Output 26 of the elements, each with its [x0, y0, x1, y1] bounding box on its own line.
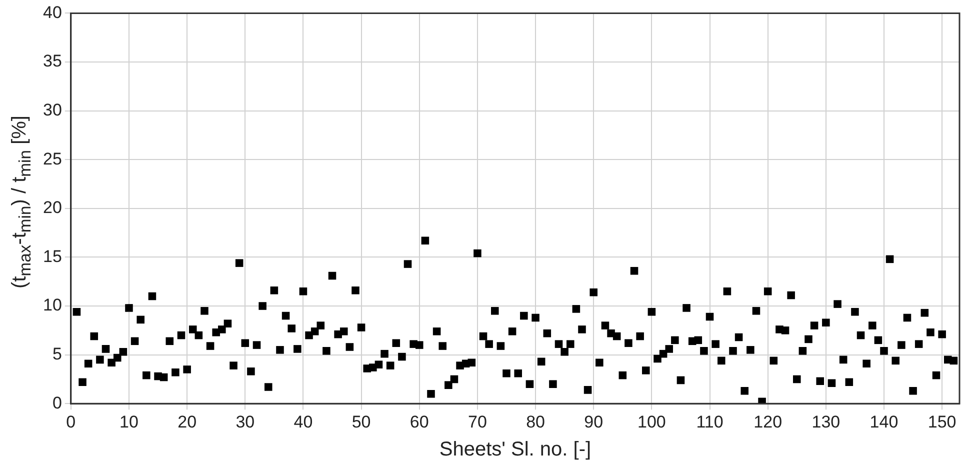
x-tick-label: 20	[178, 412, 197, 432]
x-tick-label: 100	[638, 412, 666, 432]
y-tick-label: 25	[42, 149, 62, 168]
y-tick-label: 20	[42, 198, 62, 218]
x-tick-label: 80	[526, 412, 545, 432]
x-tick-label: 150	[928, 412, 956, 432]
x-tick-label: 120	[754, 412, 782, 432]
y-tick-label: 35	[42, 52, 62, 71]
y-tick-label: 0	[52, 393, 62, 412]
x-tick-label: 40	[294, 412, 313, 432]
x-tick-label: 90	[584, 412, 604, 432]
y-tick-label: 40	[42, 2, 62, 22]
x-tick-label: 50	[352, 412, 371, 432]
y-tick-label: 10	[42, 296, 62, 315]
x-tick-label: 30	[236, 412, 255, 432]
x-tick-label: 130	[812, 412, 840, 432]
x-tick-label: 60	[410, 412, 429, 432]
x-axis-title: Sheets' Sl. no. [-]	[439, 438, 592, 461]
x-tick-label: 10	[120, 412, 138, 432]
y-tick-label: 30	[42, 100, 62, 120]
x-tick-label: 110	[696, 412, 724, 432]
x-tick-label: 140	[870, 412, 898, 432]
y-tick-label: 5	[52, 344, 62, 364]
x-tick-label: 70	[468, 412, 487, 432]
x-tick-label: 0	[66, 412, 76, 432]
y-tick-label: 15	[42, 246, 62, 266]
